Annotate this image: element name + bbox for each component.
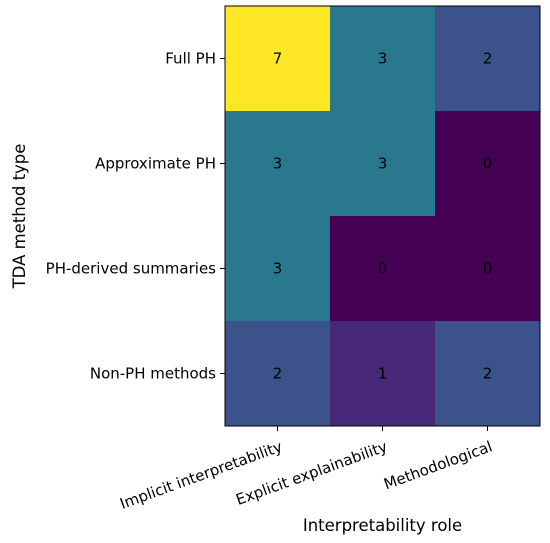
heatmap-cell-ph-derived-summaries-implicit-interpretability bbox=[225, 216, 331, 322]
cell-value-label: 3 bbox=[273, 155, 283, 173]
y-tick-label: Full PH bbox=[165, 50, 216, 68]
heatmap-cell-full-ph-implicit-interpretability bbox=[225, 6, 331, 112]
heatmap-cell-non-ph-methods-explicit-explainability bbox=[330, 321, 436, 427]
cell-value-label: 1 bbox=[378, 365, 388, 383]
heatmap-cell-ph-derived-summaries-explicit-explainability bbox=[330, 216, 436, 322]
cell-value-label: 0 bbox=[483, 260, 493, 278]
cell-value-label: 0 bbox=[378, 260, 388, 278]
y-tick-label: Non-PH methods bbox=[90, 365, 216, 383]
heatmap-cell-ph-derived-summaries-methodological bbox=[435, 216, 541, 322]
x-axis-label: Interpretability role bbox=[303, 516, 462, 535]
y-tick-label: PH-derived summaries bbox=[46, 260, 217, 278]
heatmap-cell-approximate-ph-methodological bbox=[435, 111, 541, 217]
heatmap-cells bbox=[225, 6, 541, 427]
x-tick-label: Methodological bbox=[381, 437, 494, 493]
cell-value-label: 3 bbox=[378, 155, 388, 173]
heatmap-cell-non-ph-methods-methodological bbox=[435, 321, 541, 427]
cell-value-label: 2 bbox=[483, 365, 493, 383]
cell-value-label: 7 bbox=[273, 50, 283, 68]
y-axis-ticks: Full PH Approximate PH PH-derived summarie… bbox=[46, 50, 225, 383]
heatmap-cell-full-ph-explicit-explainability bbox=[330, 6, 436, 112]
cell-value-label: 2 bbox=[273, 365, 283, 383]
heatmap-cell-approximate-ph-explicit-explainability bbox=[330, 111, 436, 217]
cell-value-label: 3 bbox=[378, 50, 388, 68]
heatmap-cell-full-ph-methodological bbox=[435, 6, 541, 112]
cell-value-label: 2 bbox=[483, 50, 493, 68]
y-axis-label: TDA method type bbox=[10, 144, 29, 290]
heatmap-cell-non-ph-methods-implicit-interpretability bbox=[225, 321, 331, 427]
cell-value-label: 0 bbox=[483, 155, 493, 173]
cell-value-label: 3 bbox=[273, 260, 283, 278]
heatmap-cell-approximate-ph-implicit-interpretability bbox=[225, 111, 331, 217]
heatmap-cell-labels: 7 3 2 3 3 0 3 0 0 2 1 2 bbox=[273, 50, 493, 383]
y-tick-label: Approximate PH bbox=[95, 155, 216, 173]
